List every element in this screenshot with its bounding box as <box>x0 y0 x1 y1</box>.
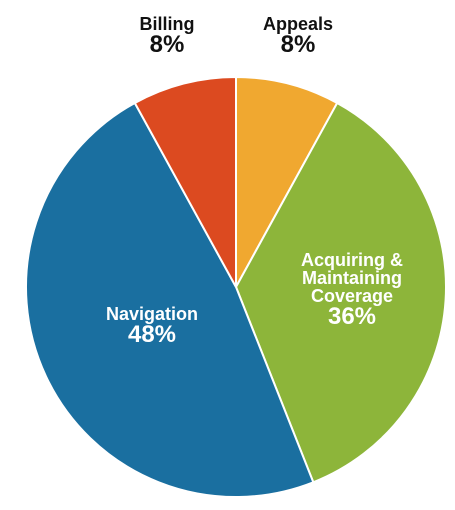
slice-label: Appeals 8% <box>238 15 358 57</box>
category-label: Navigation <box>105 304 198 324</box>
category-label: Appeals <box>262 14 334 34</box>
slice-label: Acquiring & Maintaining Coverage 36% <box>287 251 417 329</box>
value-label: 8% <box>149 31 185 58</box>
category-label: Acquiring & Maintaining Coverage <box>301 250 403 306</box>
slice-label: Navigation 48% <box>87 305 217 347</box>
value-label: 8% <box>280 31 316 58</box>
value-label: 48% <box>127 321 177 348</box>
value-label: 36% <box>327 303 377 330</box>
pie-slice <box>234 101 447 484</box>
category-label: Billing <box>139 14 195 34</box>
pie-slice <box>235 75 339 288</box>
slice-label: Billing 8% <box>107 15 227 57</box>
pie-slice <box>133 75 237 288</box>
pie-slice <box>25 101 315 498</box>
